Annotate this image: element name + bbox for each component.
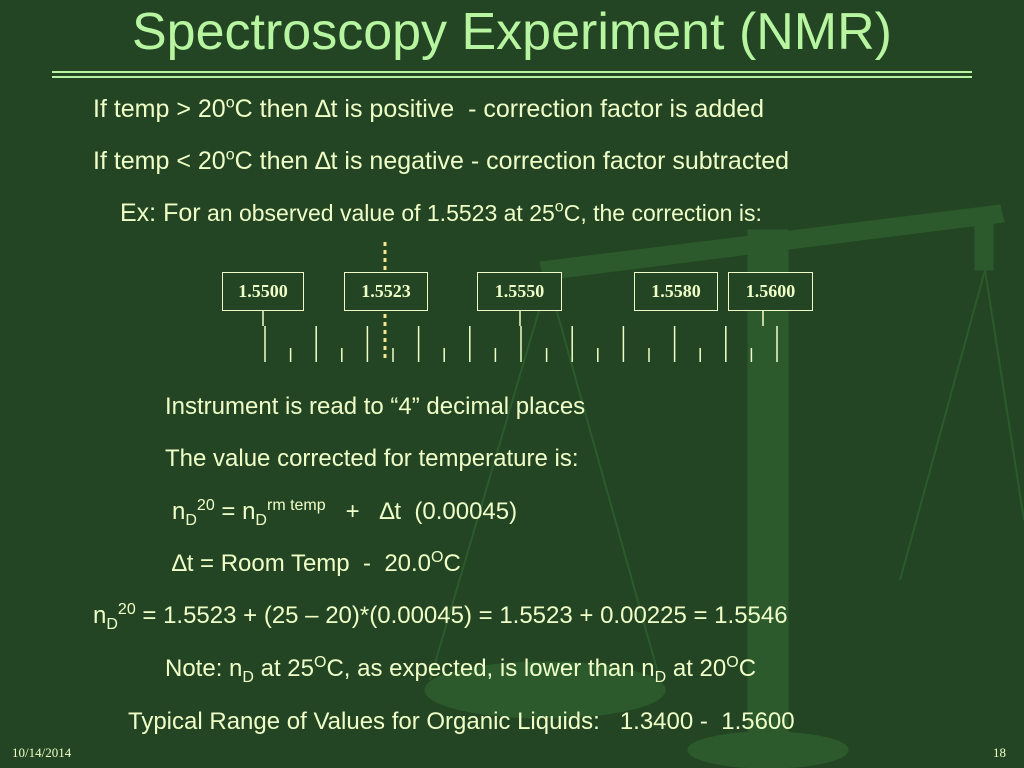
scale-label: 1.5550 bbox=[477, 272, 562, 311]
text-line: Typical Range of Values for Organic Liqu… bbox=[128, 708, 795, 735]
ruler bbox=[262, 310, 778, 362]
rule-line: If temp > 20oC then ∆t is positive - cor… bbox=[93, 94, 765, 123]
scale-hook bbox=[974, 209, 994, 271]
footer-date: 10/14/2014 bbox=[12, 745, 72, 760]
scale-pole bbox=[747, 229, 789, 751]
page-number: 18 bbox=[993, 745, 1006, 760]
text-line: Instrument is read to “4” decimal places bbox=[165, 393, 586, 420]
scale-label: 1.5523 bbox=[344, 272, 428, 311]
scale-base bbox=[687, 731, 849, 768]
rule-line: If temp < 20oC then ∆t is negative - cor… bbox=[93, 146, 790, 175]
scale-label: 1.5500 bbox=[222, 272, 304, 311]
formula-line: ∆t = Room Temp - 20.0OC bbox=[172, 549, 461, 577]
scale-label: 1.5580 bbox=[634, 272, 718, 311]
formula-line: nD20 = 1.5523 + (25 – 20)*(0.00045) = 1.… bbox=[93, 601, 788, 633]
scale-pan bbox=[424, 661, 666, 719]
scale-label: 1.5600 bbox=[728, 272, 813, 311]
example-line: Ex: For an observed value of 1.5523 at 2… bbox=[120, 198, 762, 227]
formula-line: nD20 = nDrm temp + ∆t (0.00045) bbox=[172, 497, 518, 529]
note-line: Note: nD at 25OC, as expected, is lower … bbox=[165, 654, 757, 686]
text-line: The value corrected for temperature is: bbox=[165, 445, 579, 472]
slide-title: Spectroscopy Experiment (NMR) bbox=[132, 3, 892, 61]
